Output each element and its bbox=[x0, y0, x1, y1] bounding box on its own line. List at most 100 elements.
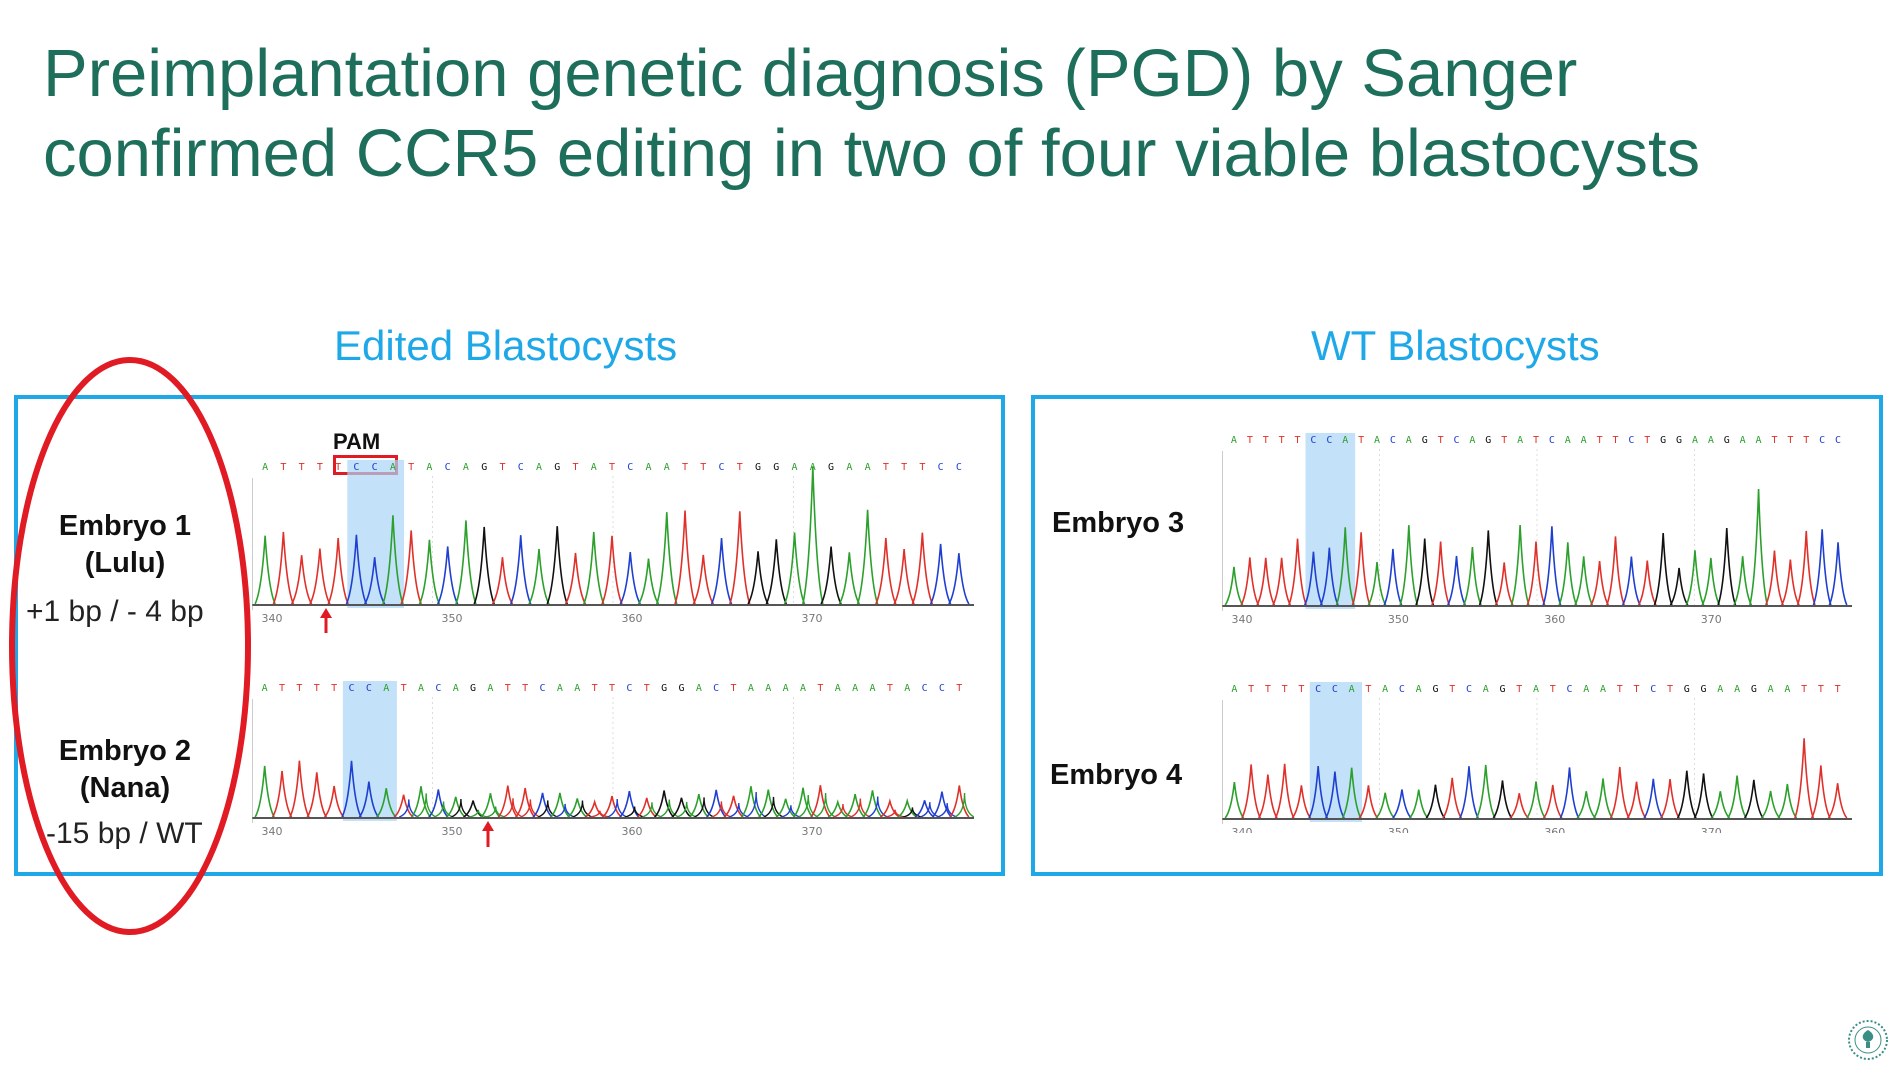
base-call-C: C bbox=[1650, 684, 1656, 695]
base-call-T: T bbox=[280, 462, 286, 473]
peak-C bbox=[706, 789, 727, 818]
base-call-C: C bbox=[922, 683, 928, 694]
base-call-G: G bbox=[1701, 684, 1707, 695]
peak-T bbox=[1257, 774, 1278, 819]
base-call-A: A bbox=[1583, 684, 1589, 695]
peak-G bbox=[1669, 567, 1689, 606]
base-call-T: T bbox=[883, 462, 889, 473]
peak-C bbox=[931, 791, 953, 818]
peak-A bbox=[783, 532, 806, 605]
peak-C bbox=[948, 553, 970, 605]
position-tick-label: 370 bbox=[802, 825, 823, 838]
peak-T bbox=[1605, 536, 1625, 606]
peak-A bbox=[567, 798, 588, 818]
base-call-T: T bbox=[1449, 684, 1455, 695]
base-call-T: T bbox=[1282, 684, 1288, 695]
peak-G bbox=[1653, 533, 1673, 606]
arrow-head bbox=[482, 821, 494, 831]
peak-C bbox=[1621, 556, 1641, 606]
peak-A bbox=[1375, 792, 1395, 819]
peak-G bbox=[765, 539, 788, 605]
base-call-T: T bbox=[331, 683, 337, 694]
peak-G bbox=[671, 797, 692, 818]
peak-A bbox=[862, 790, 883, 818]
base-call-C: C bbox=[713, 683, 719, 694]
peak-T bbox=[1660, 778, 1680, 819]
peak-T bbox=[491, 557, 514, 605]
peak-G bbox=[473, 526, 495, 605]
base-call-C: C bbox=[1819, 435, 1825, 446]
peak-C bbox=[914, 800, 935, 818]
base-call-G: G bbox=[481, 462, 487, 473]
peak-T bbox=[674, 510, 696, 605]
embryo-2-genotype: -15 bp / WT bbox=[46, 817, 203, 850]
peak-A bbox=[1475, 764, 1496, 819]
base-call-T: T bbox=[1818, 684, 1824, 695]
position-tick-label: 350 bbox=[1388, 826, 1409, 833]
peak-T bbox=[1431, 541, 1451, 606]
base-call-A: A bbox=[1708, 435, 1714, 446]
peak-A bbox=[1777, 783, 1798, 819]
peak-T bbox=[1796, 530, 1816, 606]
embryo-3-name: Embryo 3 bbox=[1052, 507, 1185, 539]
position-tick-label: 350 bbox=[442, 825, 463, 838]
peak-T bbox=[1810, 765, 1831, 819]
pam-region-highlight bbox=[1309, 682, 1363, 822]
base-call-T: T bbox=[1597, 435, 1603, 446]
base-call-C: C bbox=[435, 683, 441, 694]
base-call-C: C bbox=[1549, 435, 1555, 446]
base-call-A: A bbox=[453, 683, 459, 694]
peak-A bbox=[1574, 556, 1594, 606]
peak-G bbox=[546, 526, 569, 605]
wt-blastocysts-heading: WT Blastocysts bbox=[1311, 322, 1600, 369]
peak-T bbox=[1241, 764, 1262, 819]
peak-A bbox=[1558, 542, 1578, 606]
position-tick-label: 360 bbox=[1544, 826, 1565, 833]
pam-region-highlight bbox=[347, 460, 405, 608]
base-call-A: A bbox=[748, 683, 754, 694]
slide-title-line-2: confirmed CCR5 editing in two of four vi… bbox=[43, 116, 1701, 191]
peak-A bbox=[1341, 767, 1362, 819]
position-tick-label: 370 bbox=[1701, 613, 1722, 625]
base-call-C: C bbox=[372, 462, 378, 473]
peak-C bbox=[710, 537, 733, 605]
base-call-T: T bbox=[279, 683, 285, 694]
base-call-C: C bbox=[1332, 684, 1338, 695]
base-call-G: G bbox=[1684, 684, 1690, 695]
position-tick-label: 350 bbox=[1388, 613, 1409, 625]
peak-T bbox=[1351, 532, 1371, 606]
peak-T bbox=[1637, 560, 1657, 606]
peak-C bbox=[1319, 547, 1339, 606]
peak-G bbox=[463, 800, 484, 818]
base-call-C: C bbox=[1390, 435, 1396, 446]
base-call-T: T bbox=[887, 683, 893, 694]
base-call-T: T bbox=[296, 683, 302, 694]
peak-G bbox=[653, 790, 675, 818]
base-call-A: A bbox=[557, 683, 563, 694]
base-call-T: T bbox=[956, 683, 962, 694]
peak-T bbox=[290, 555, 313, 605]
base-call-A: A bbox=[1533, 684, 1539, 695]
peak-C bbox=[1542, 526, 1562, 606]
peak-A bbox=[1367, 561, 1387, 606]
base-call-A: A bbox=[645, 462, 651, 473]
base-call-C: C bbox=[366, 683, 372, 694]
base-call-T: T bbox=[901, 462, 907, 473]
embryo-1-genotype: +1 bp / - 4 bp bbox=[26, 595, 204, 628]
peak-C bbox=[363, 557, 386, 605]
peak-T bbox=[1288, 538, 1308, 606]
peak-C bbox=[1459, 766, 1479, 819]
base-call-T: T bbox=[335, 462, 341, 473]
peak-C bbox=[619, 551, 641, 605]
peak-T bbox=[1526, 541, 1546, 606]
peak-T bbox=[1764, 550, 1784, 606]
position-tick-label: 360 bbox=[622, 612, 643, 625]
embryo-2-name-line2: (Nana) bbox=[79, 772, 171, 804]
embryo-1-name-line1: Embryo 1 bbox=[58, 510, 192, 542]
overlap-peak-G bbox=[451, 799, 471, 818]
base-call-T: T bbox=[1247, 435, 1253, 446]
base-call-C: C bbox=[1835, 435, 1841, 446]
peak-C bbox=[428, 789, 449, 818]
peak-A bbox=[445, 796, 466, 818]
base-call-A: A bbox=[1692, 435, 1698, 446]
